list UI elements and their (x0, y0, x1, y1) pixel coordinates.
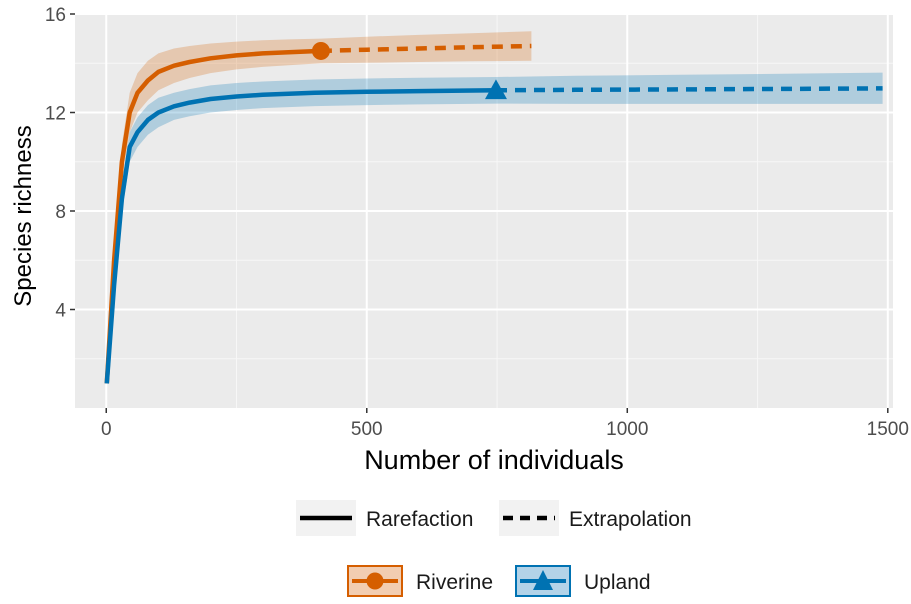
series-line-layer (104, 43, 883, 384)
legend-label-upland: Upland (584, 571, 651, 594)
marker-layer (311, 41, 507, 100)
legend-label-extrapolation: Extrapolation (569, 508, 692, 531)
grid-layer (75, 13, 893, 408)
y-axis-title: Species richness (10, 125, 37, 306)
y-tick-label: 16 (45, 5, 66, 26)
y-tick-label: 12 (45, 104, 66, 125)
upland-extrapolation-line (495, 86, 883, 93)
y-tick-label: 4 (55, 301, 66, 322)
x-tick-label: 1000 (606, 419, 648, 440)
legend-marker-upland (533, 570, 553, 590)
x-tick-label: 500 (351, 419, 383, 440)
riverine-extrapolation-line (320, 43, 532, 54)
x-tick-label: 1500 (867, 419, 909, 440)
y-tick-label: 8 (55, 202, 66, 223)
upland-observed-point (484, 79, 507, 100)
upland-rarefaction-line (104, 88, 497, 384)
riverine-rarefaction-line (104, 48, 321, 384)
riverine-observed-point (311, 41, 330, 60)
x-axis-title: Number of individuals (364, 445, 624, 475)
axis-layer: 4 8 12 16 0 500 1000 1500 (45, 5, 909, 440)
legend-marker-riverine (366, 572, 384, 590)
legend-label-riverine: Riverine (416, 571, 493, 594)
linetype-legend: Rarefaction Extrapolation (296, 500, 692, 536)
series-legend: Riverine Upland (347, 565, 651, 597)
legend-label-rarefaction: Rarefaction (366, 508, 473, 531)
x-tick-label: 0 (101, 419, 112, 440)
